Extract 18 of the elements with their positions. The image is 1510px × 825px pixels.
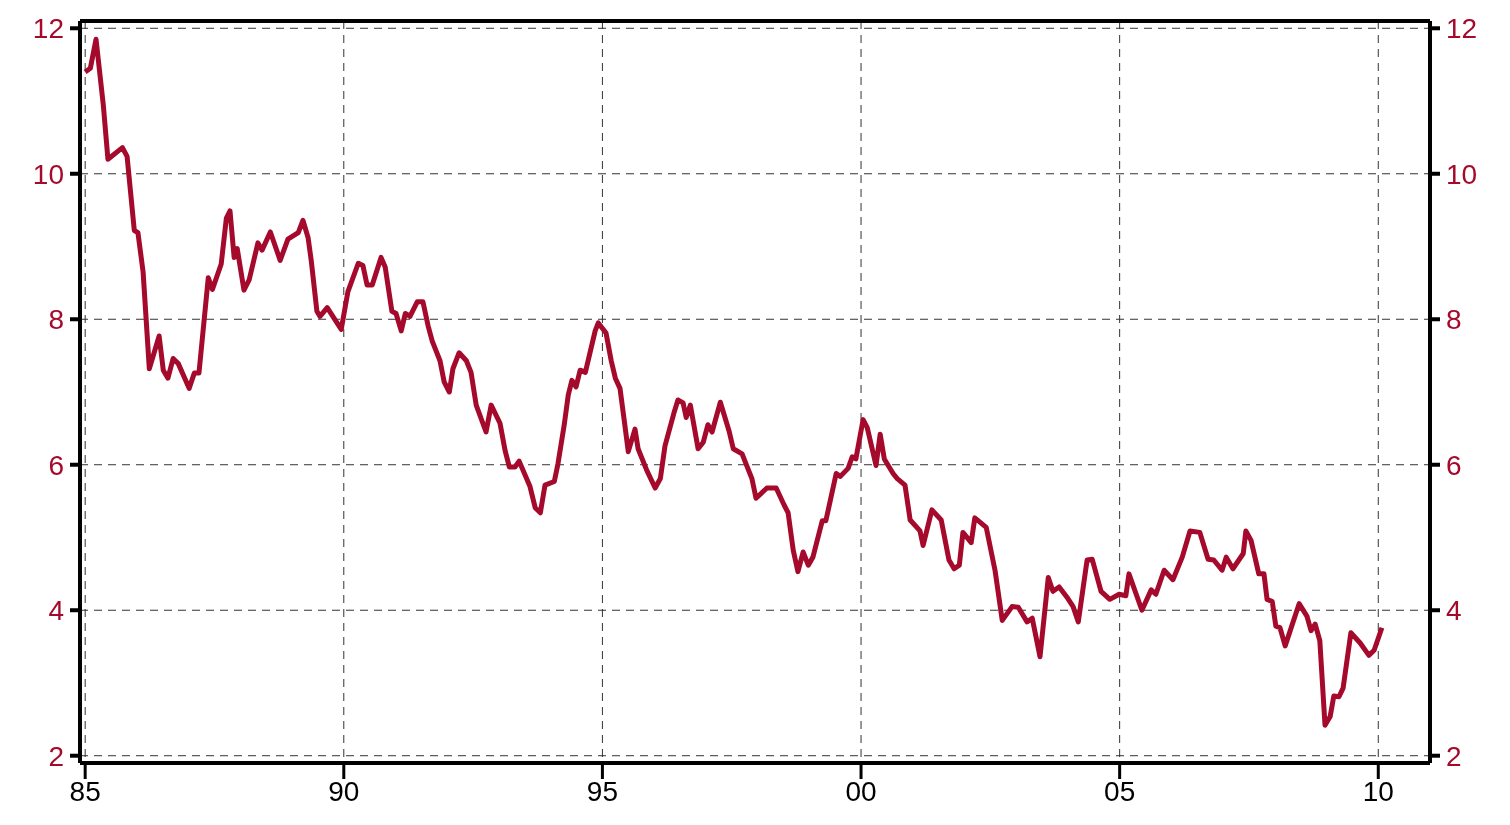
y2-tick-label: 10 [1446,158,1478,190]
x-tick-label: 90 [328,776,360,807]
y-tick-label: 2 [48,740,64,772]
x-tick-label: 00 [845,776,877,807]
x-tick-label: 05 [1104,776,1136,807]
y-tick-label: 4 [48,595,64,627]
y-tick-label: 8 [48,304,64,336]
x-tick-label: 85 [69,776,101,807]
y2-tick-label: 8 [1446,304,1462,336]
y2-tick-label: 2 [1446,740,1462,772]
y-tick-label: 12 [32,13,64,45]
y2-tick-label: 4 [1446,595,1462,627]
y-tick-label: 6 [48,449,64,481]
y-tick-label: 10 [32,158,64,190]
x-tick-label: 95 [586,776,618,807]
y2-tick-label: 6 [1446,449,1462,481]
x-tick-label: 10 [1362,776,1394,807]
y2-tick-label: 12 [1446,13,1478,45]
